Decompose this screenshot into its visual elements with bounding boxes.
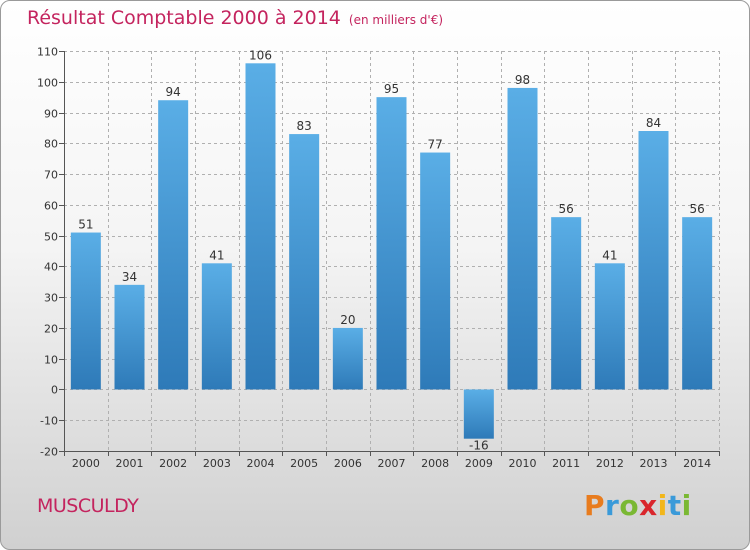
bar-value-label: 41 xyxy=(602,248,617,262)
bars xyxy=(70,63,713,439)
bar xyxy=(463,389,494,439)
bar-value-label: 106 xyxy=(249,48,272,62)
bar xyxy=(245,63,276,390)
x-tick-label: 2000 xyxy=(72,457,100,470)
bar-value-label: 51 xyxy=(78,218,93,232)
y-tick-label: -10 xyxy=(40,415,58,428)
bar-value-label: 95 xyxy=(384,82,399,96)
bar-value-label: 56 xyxy=(559,202,574,216)
x-tick-label: 2011 xyxy=(552,457,580,470)
x-tick-label: 2007 xyxy=(378,457,406,470)
y-tick-label: 10 xyxy=(44,354,58,367)
y-tick-label: 80 xyxy=(44,138,58,151)
y-tick-label: -20 xyxy=(40,446,58,459)
y-tick-label: 100 xyxy=(37,77,58,90)
bar xyxy=(158,100,189,390)
logo-letter: P xyxy=(584,489,606,522)
chart-title: Résultat Comptable 2000 à 2014 (en millie… xyxy=(27,7,443,29)
x-tick-label: 2006 xyxy=(334,457,362,470)
title-text: Résultat Comptable 2000 à 2014 xyxy=(27,7,341,29)
x-tick-label: 2005 xyxy=(290,457,318,470)
bar-value-label: 20 xyxy=(340,313,355,327)
y-tick-label: 90 xyxy=(44,108,58,121)
logo-letter: i xyxy=(681,489,692,522)
y-tick-label: 70 xyxy=(44,169,58,182)
bar xyxy=(201,263,232,390)
bar-value-label: 77 xyxy=(428,138,443,152)
unit-note: (en milliers d'€) xyxy=(348,13,444,27)
x-tick-label: 2014 xyxy=(683,457,711,470)
bar xyxy=(507,87,538,390)
y-tick-label: 0 xyxy=(51,384,58,397)
y-tick-label: 20 xyxy=(44,323,58,336)
commune-name: MUSCULDY xyxy=(37,495,139,517)
logo-letter: x xyxy=(639,489,658,522)
x-tick-label: 2012 xyxy=(596,457,624,470)
y-tick-label: 30 xyxy=(44,292,58,305)
x-tick-label: 2013 xyxy=(640,457,668,470)
data-labels: 51 34 94 41 106 83 20 95 77 -16 98 56 41 84 56 xyxy=(78,48,705,452)
logo-letter: t xyxy=(667,489,682,522)
x-tick-label: 2001 xyxy=(116,457,144,470)
bar-value-label: 34 xyxy=(122,270,137,284)
bar-value-label: 84 xyxy=(646,116,661,130)
x-tick-label: 2002 xyxy=(159,457,187,470)
bar-value-label: 83 xyxy=(297,119,312,133)
x-tick-label: 2004 xyxy=(247,457,275,470)
x-tick-label: 2009 xyxy=(465,457,493,470)
logo-letter: r xyxy=(605,489,620,522)
bar xyxy=(114,284,145,390)
logo-letter: o xyxy=(619,489,640,522)
bar xyxy=(551,217,582,390)
y-tick-label: 60 xyxy=(44,200,58,213)
y-tick-label: 110 xyxy=(37,46,58,59)
bar-value-label: 56 xyxy=(690,202,705,216)
bar xyxy=(70,232,101,390)
x-tick-label: 2010 xyxy=(509,457,537,470)
bar xyxy=(420,152,451,390)
bar xyxy=(289,134,320,390)
x-tick-label: 2008 xyxy=(421,457,449,470)
bar xyxy=(638,131,669,390)
bar-value-label: -16 xyxy=(469,439,489,453)
bar-value-label: 94 xyxy=(166,85,181,99)
y-tick-label: 40 xyxy=(44,261,58,274)
y-tick-label: 50 xyxy=(44,231,58,244)
x-tick-label: 2003 xyxy=(203,457,231,470)
proxiti-logo: Proxiti xyxy=(584,489,692,522)
bar xyxy=(332,327,363,390)
bar xyxy=(376,97,407,390)
axes: -20 -10 0 10 20 30 40 50 60 70 80 90 100 110 2000 2001 2… xyxy=(37,46,720,470)
logo-letter: i xyxy=(657,489,668,522)
bar-value-label: 98 xyxy=(515,73,530,87)
bar-value-label: 41 xyxy=(209,248,224,262)
bar xyxy=(594,263,625,390)
bar xyxy=(682,217,713,390)
